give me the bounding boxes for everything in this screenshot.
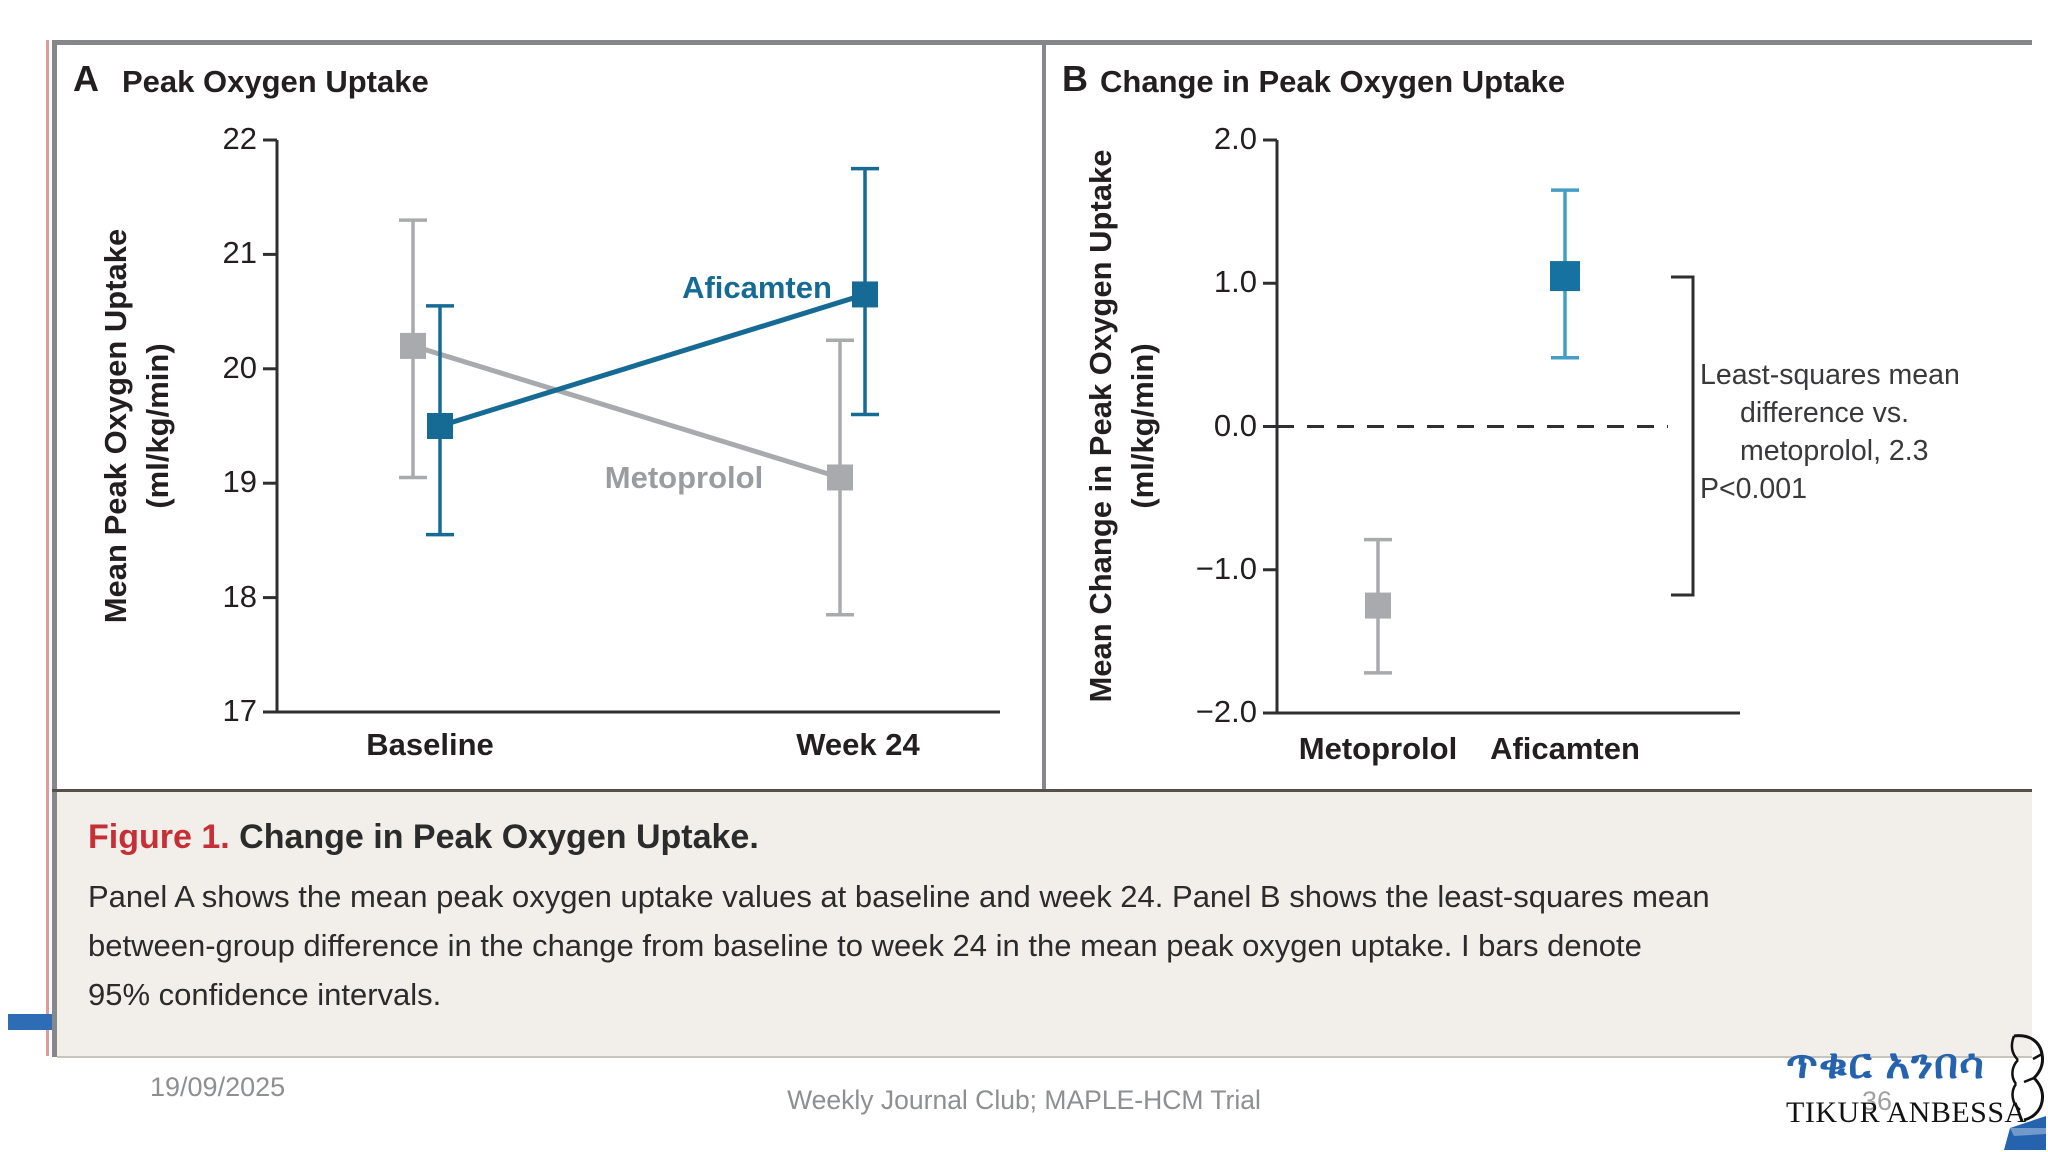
figure-left-border: [52, 40, 57, 1057]
figure-top-border: [52, 40, 2032, 45]
caption-body: Panel A shows the mean peak oxygen uptak…: [88, 872, 1710, 1019]
panel-a-y-tick-label: 20: [222, 349, 257, 385]
data-point-square-aficamten: [1550, 261, 1580, 292]
panel-divider: [1042, 45, 1046, 789]
panel-b-y-tick-label: −1.0: [1195, 550, 1257, 586]
panel-a-y-axis-label: Mean Peak Oxygen Uptake (ml/kg/min): [95, 126, 179, 726]
panel-b-y-axis-label: Mean Change in Peak Oxygen Uptake (ml/kg…: [1080, 126, 1164, 726]
panel-b-x-category-label: Metoprolol: [1298, 731, 1458, 766]
panel-a-axes: [275, 140, 1000, 714]
panel-b-y-axis-label-line1: Mean Change in Peak Oxygen Uptake: [1083, 149, 1118, 703]
panel-b-y-tick-label: −2.0: [1195, 694, 1257, 729]
figure-caption-box: [57, 792, 2032, 1058]
panel-a-x-category-label: Baseline: [366, 727, 494, 762]
footer-date: 19/09/2025: [150, 1072, 286, 1102]
lion-logo-icon: [2004, 1034, 2046, 1150]
hospital-logo-amharic: ጥቁር አንበሳ: [1786, 1040, 1985, 1087]
panel-a-y-tick-label: 19: [222, 464, 257, 500]
panel-b-y-axis-label-line2: (ml/kg/min): [1125, 343, 1160, 509]
caption-body-line1: Panel A shows the mean peak oxygen uptak…: [88, 879, 1710, 914]
annotation-line2: difference vs.: [1740, 397, 1909, 429]
caption-title-text: Change in Peak Oxygen Uptake.: [229, 818, 759, 856]
caption-body-line2: between-group difference in the change f…: [88, 928, 1642, 963]
panel-a-y-tick-label: 22: [222, 121, 257, 156]
annotation-pvalue: P<0.001: [1700, 473, 1807, 505]
slide-blue-accent-bar: [8, 1014, 54, 1030]
panel-a-letter: A: [73, 58, 99, 99]
panel-a-y-tick-label: 17: [222, 693, 257, 728]
caption-separator: [52, 789, 2032, 792]
panel-b-x-category-label: Aficamten: [1490, 731, 1640, 766]
panel-a-title: Peak Oxygen Uptake: [122, 64, 429, 99]
trend-line-metoprolol: [412, 343, 841, 480]
hospital-logo-latin: TIKUR ANBESSA: [1786, 1096, 2027, 1129]
panel-b-y-tick-label: 1.0: [1213, 264, 1257, 300]
slide-red-accent-line: [46, 40, 49, 1056]
caption-title: Figure 1. Change in Peak Oxygen Uptake.: [88, 818, 759, 857]
panel-b-letter: B: [1062, 58, 1088, 99]
series-label-metoprolol: Metoprolol: [604, 460, 764, 495]
data-point-square-metoprolol: [827, 464, 853, 491]
trend-line-aficamten: [439, 292, 866, 429]
panel-a-y-tick-label: 18: [222, 578, 257, 614]
series-label-aficamten: Aficamten: [682, 270, 832, 305]
slide-number: 36: [1862, 1086, 1893, 1116]
footer-title: Weekly Journal Club; MAPLE-HCM Trial: [787, 1085, 1261, 1115]
panel-b-title: Change in Peak Oxygen Uptake: [1100, 64, 1566, 99]
data-point-square-aficamten: [427, 413, 453, 439]
panel-a-y-tick-label: 21: [222, 235, 257, 271]
panel-a-x-category-label: Week 24: [796, 727, 920, 762]
panel-a-y-axis-label-line1: Mean Peak Oxygen Uptake: [98, 228, 133, 624]
data-point-square-metoprolol: [1365, 592, 1391, 619]
annotation-line1: Least-squares mean: [1700, 359, 1960, 391]
data-point-square-metoprolol: [400, 332, 426, 359]
panel-b-y-tick-label: 0.0: [1213, 407, 1257, 443]
comparison-bracket: [1671, 275, 1695, 597]
panel-b-y-tick-label: 2.0: [1213, 121, 1257, 156]
panel-a-y-axis-label-line2: (ml/kg/min): [140, 343, 175, 509]
data-point-square-aficamten: [852, 281, 878, 308]
caption-body-line3: 95% confidence intervals.: [88, 977, 442, 1012]
annotation-line3: metoprolol, 2.3: [1740, 435, 1929, 467]
caption-figure-label: Figure 1.: [88, 818, 230, 856]
least-squares-annotation: Least-squares mean difference vs. metopr…: [1700, 356, 2030, 508]
